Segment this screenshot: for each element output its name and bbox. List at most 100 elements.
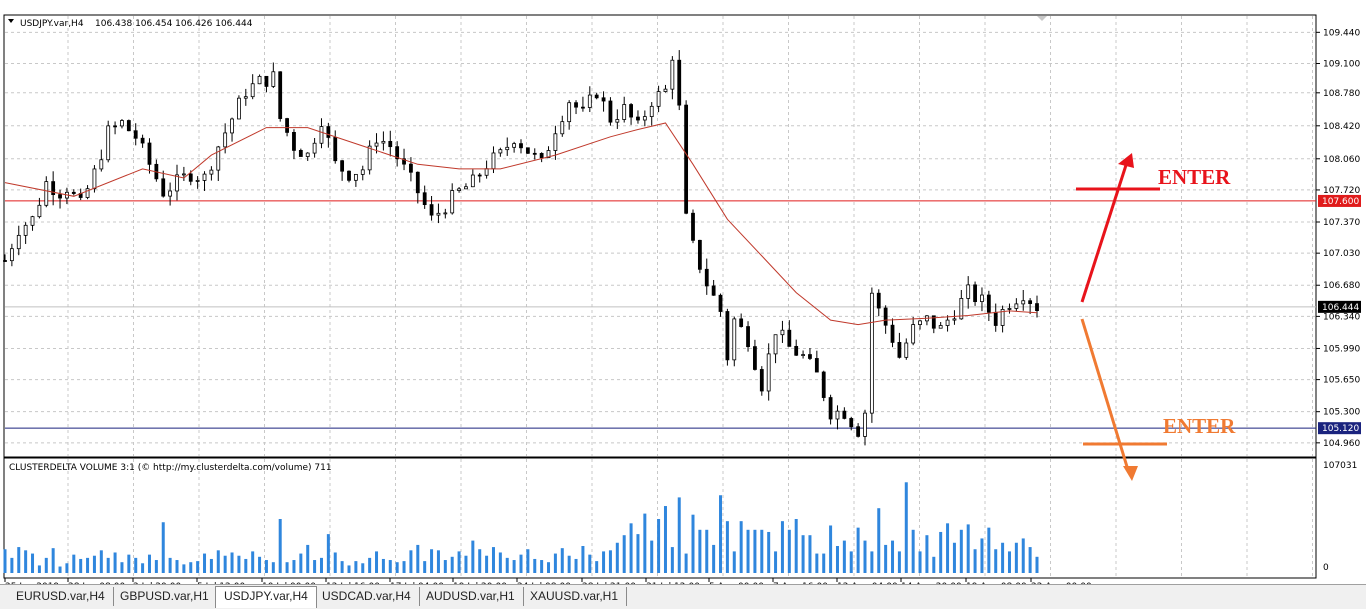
- candle-body: [835, 410, 840, 420]
- volume-bar: [388, 560, 392, 573]
- candle-body: [374, 142, 379, 147]
- volume-bar: [285, 562, 289, 573]
- volume-bar: [299, 553, 303, 573]
- volume-bar: [306, 544, 310, 573]
- candle-body: [443, 212, 448, 215]
- candle-body: [546, 150, 551, 159]
- volume-bar: [189, 562, 193, 573]
- tab-usdjpy[interactable]: USDJPY.var,H4: [215, 586, 317, 608]
- volume-bar: [849, 551, 853, 573]
- candle-body: [250, 83, 255, 98]
- candle-body: [140, 137, 145, 144]
- candle-body: [525, 147, 530, 154]
- volume-bar: [264, 560, 268, 573]
- candle-body: [326, 126, 331, 138]
- volume-bar: [767, 531, 771, 573]
- price-tick-label: 108.060: [1323, 155, 1360, 165]
- candle-body: [23, 224, 28, 236]
- volume-bar: [663, 506, 667, 573]
- candle-body: [581, 106, 585, 109]
- candle-body: [759, 369, 764, 392]
- candle-body: [539, 153, 544, 159]
- volume-bar: [932, 556, 936, 573]
- candle-body: [1007, 308, 1012, 310]
- candle-body: [876, 292, 881, 309]
- volume-bar: [877, 508, 881, 573]
- volume-bar: [368, 557, 372, 573]
- candle-body: [911, 324, 916, 344]
- shift-marker-icon[interactable]: [1037, 16, 1047, 21]
- price-tick-label: 108.420: [1323, 122, 1360, 132]
- volume-bar: [994, 549, 998, 573]
- candle-body: [223, 132, 228, 148]
- price-tick-label: 109.100: [1323, 59, 1360, 69]
- tab-usdcad[interactable]: USDCAD.var,H4: [314, 587, 420, 606]
- price-grid: [5, 16, 1315, 456]
- chart-menu-triangle-icon[interactable]: [8, 19, 14, 23]
- price-tick-label: 104.960: [1323, 439, 1360, 449]
- volume-bar: [464, 555, 468, 573]
- price-tick-label: 108.780: [1323, 89, 1360, 99]
- price-axis: 109.440 109.100 108.780 108.420 108.060 107.7…: [1316, 28, 1360, 449]
- candle-body: [450, 190, 455, 214]
- volume-bar: [946, 523, 950, 573]
- tab-audusd[interactable]: AUDUSD.var,H1: [418, 587, 524, 606]
- candle-body: [704, 268, 709, 287]
- volume-bar: [230, 552, 234, 573]
- arrow-up-icon: [1118, 153, 1134, 168]
- level-tag-label-resistance: 107.600: [1322, 197, 1359, 207]
- volume-bar: [498, 552, 502, 573]
- candle-body: [298, 150, 303, 157]
- volume-bar: [375, 551, 379, 573]
- volume-bar: [815, 553, 819, 573]
- volume-bar: [10, 557, 14, 573]
- volume-bar: [918, 551, 922, 573]
- volume-bar: [1014, 542, 1018, 573]
- tab-xauusd[interactable]: XAUUSD.var,H1: [522, 587, 628, 606]
- price-tick-label: 106.680: [1323, 281, 1360, 291]
- volume-bar: [1028, 547, 1032, 573]
- candle-body: [147, 142, 152, 165]
- enter-short-annotation: ENTER: [1080, 318, 1236, 481]
- candle-body: [168, 190, 173, 197]
- volume-bar: [381, 558, 385, 573]
- tab-gbpusd[interactable]: GBPUSD.var,H1: [112, 587, 218, 606]
- volume-bar: [725, 521, 729, 573]
- candle-body: [271, 71, 276, 87]
- tab-eurusd[interactable]: EURUSD.var,H4: [8, 587, 114, 606]
- volume-bar: [1007, 551, 1011, 573]
- volume-bar: [753, 529, 757, 573]
- candle-body: [629, 104, 633, 118]
- candle-body: [842, 410, 847, 419]
- volume-bar: [925, 535, 929, 573]
- candle-body: [402, 158, 406, 165]
- chart-header: USDJPY.var,H4 106.438 106.454 106.426 10…: [8, 19, 253, 29]
- volume-bar: [636, 534, 640, 573]
- volume-bar: [203, 553, 207, 573]
- candle-body: [780, 329, 785, 336]
- candle-body: [175, 174, 179, 192]
- volume-bar: [739, 521, 743, 573]
- candle-body: [106, 125, 111, 161]
- candle-body: [92, 168, 97, 190]
- candle-body: [883, 307, 888, 326]
- volume-bar: [719, 495, 723, 573]
- price-tick-label: 109.440: [1323, 28, 1360, 38]
- level-tag-resistance: [1318, 194, 1361, 207]
- candle-body: [945, 319, 950, 326]
- candle-body: [677, 59, 682, 106]
- candle-body: [3, 260, 7, 262]
- volume-bar: [780, 521, 784, 573]
- candle-body: [457, 188, 461, 191]
- enter-long-annotation: ENTER: [1076, 153, 1231, 303]
- volume-bar: [106, 557, 110, 573]
- volume-bar: [746, 529, 750, 573]
- volume-bar: [72, 554, 76, 573]
- volume-bar: [3, 549, 7, 573]
- candle-body: [718, 294, 723, 312]
- volume-bar: [223, 555, 227, 573]
- volume-bar: [251, 551, 255, 573]
- candle-body: [333, 137, 338, 162]
- candle-body: [766, 353, 771, 392]
